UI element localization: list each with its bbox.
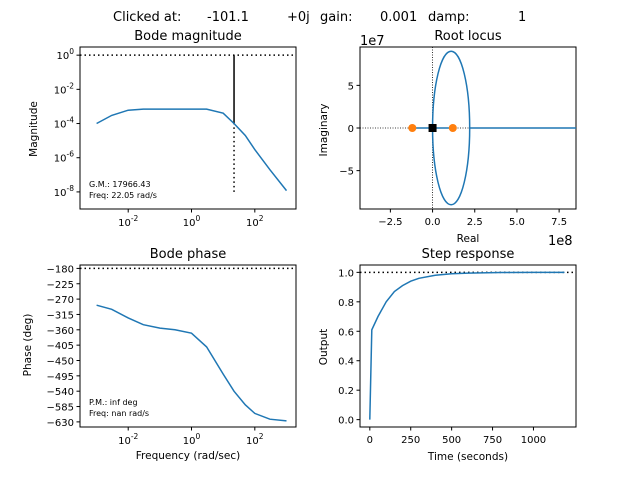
bode-magnitude-ytick-label-1: 10-2 <box>54 81 74 96</box>
root-locus-clicked-marker <box>428 124 437 132</box>
bode-magnitude-series-line <box>96 108 288 192</box>
bode-magnitude-ytick-label-2: 10-4 <box>54 116 74 131</box>
root-locus-xtick-label-1: 0.0 <box>425 217 441 228</box>
bode-phase-xtick-label-0: 10-2 <box>118 432 138 447</box>
bode-phase-ytick-label-4: −360 <box>47 326 74 337</box>
bode-magnitude-xtick-label-0: 10-2 <box>118 214 138 229</box>
bode-phase-xtick-label-1: 100 <box>183 432 201 447</box>
step-response-ytick-label-1: 0.2 <box>338 386 354 397</box>
clicked-real-value: -101.1 <box>207 10 249 25</box>
step-response-xtick-label-4: 1000 <box>521 435 546 446</box>
root-locus-xtick-label-3: 5.0 <box>509 217 525 228</box>
bode-magnitude-xtick-label-2: 102 <box>246 214 264 229</box>
gain-margin-freq-annotation: Freq: 22.05 rad/s <box>89 191 157 200</box>
step-response-series-line <box>369 271 565 420</box>
bode-magnitude-title: Bode magnitude <box>134 29 242 44</box>
bode-phase-ytick-label-3: −315 <box>47 310 74 321</box>
root-locus-title: Root locus <box>434 29 502 44</box>
root-locus-xtick-label-4: 7.5 <box>551 217 567 228</box>
phase-margin-annotation: P.M.: inf deg <box>89 398 138 407</box>
bode-phase-title: Bode phase <box>150 247 226 262</box>
step-response-ylabel: Output <box>318 329 330 365</box>
bode-magnitude-ytick-label-3: 10-6 <box>54 150 74 165</box>
damp-label: damp: <box>428 10 470 25</box>
step-response-ytick-label-4: 0.8 <box>338 298 354 309</box>
step-response-ytick-label-2: 0.4 <box>338 357 354 368</box>
bode-phase-xlabel: Frequency (rad/sec) <box>136 450 240 462</box>
step-response-ytick-label-5: 1.0 <box>338 268 354 279</box>
bode-phase-ytick-label-5: −405 <box>47 341 74 352</box>
bode-phase-panel[interactable]: Bode phase Frequency (rad/sec) Phase (de… <box>22 247 297 462</box>
root-locus-pole-1 <box>448 124 457 132</box>
bode-phase-series-line <box>96 304 287 422</box>
bode-magnitude-axes-frame <box>79 46 297 210</box>
step-response-title: Step response <box>422 247 515 262</box>
bode-phase-ytick-label-2: −270 <box>47 295 74 306</box>
bode-phase-ytick-label-8: −540 <box>47 387 74 398</box>
header-readout: Clicked at: -101.1 +0j gain: 0.001 damp:… <box>113 10 526 25</box>
gain-value: 0.001 <box>380 10 417 25</box>
damp-value: 1 <box>518 10 526 25</box>
bode-phase-ytick-label-10: −630 <box>47 418 74 429</box>
step-response-xlabel: Time (seconds) <box>427 451 508 463</box>
gain-margin-annotation: G.M.: 17966.43 <box>89 180 151 189</box>
bode-magnitude-panel[interactable]: Bode magnitude Magnitude G.M.: 17966.43 … <box>28 29 297 229</box>
bode-phase-ytick-label-9: −585 <box>47 403 74 414</box>
step-response-axes-frame <box>359 264 577 428</box>
bode-phase-axes-frame <box>79 264 297 428</box>
root-locus-ytick-label-1: 0 <box>348 124 354 135</box>
bode-phase-ytick-label-0: −180 <box>47 264 74 275</box>
bode-magnitude-ytick-label-4: 10-8 <box>54 184 74 199</box>
phase-margin-freq-annotation: Freq: nan rad/s <box>89 409 149 418</box>
bode-phase-ytick-label-7: −495 <box>47 372 74 383</box>
step-response-ytick-label-3: 0.6 <box>338 327 354 338</box>
step-response-xtick-label-1: 250 <box>401 435 420 446</box>
root-locus-ytick-label-0: 5 <box>348 81 354 92</box>
bode-phase-ylabel: Phase (deg) <box>22 314 34 377</box>
root-locus-x-scale-label: 1e8 <box>548 234 573 249</box>
bode-magnitude-ylabel: Magnitude <box>28 101 40 157</box>
bode-phase-ytick-label-6: −450 <box>47 356 74 367</box>
step-response-xtick-label-3: 750 <box>483 435 502 446</box>
bode-magnitude-xtick-label-1: 100 <box>183 214 201 229</box>
root-locus-ytick-label-2: −5 <box>339 167 354 178</box>
root-locus-xtick-label-2: 2.5 <box>467 217 483 228</box>
step-response-xtick-label-0: 0 <box>367 435 373 446</box>
clicked-label: Clicked at: <box>113 10 181 25</box>
clicked-imag-value: +0j <box>287 10 310 25</box>
root-locus-pole-0 <box>408 124 417 132</box>
step-response-ytick-label-0: 0.0 <box>338 416 354 427</box>
bode-magnitude-ytick-label-0: 100 <box>56 47 74 62</box>
root-locus-xlabel: Real <box>457 233 480 245</box>
bode-phase-xtick-label-2: 102 <box>246 432 264 447</box>
root-locus-ylabel: Imaginary <box>318 104 330 157</box>
bode-phase-ytick-label-1: −225 <box>47 280 74 291</box>
gain-label: gain: <box>320 10 352 25</box>
step-response-panel[interactable]: Step response Time (seconds) Output 0 250… <box>318 247 577 463</box>
root-locus-xtick-label-0: −2.5 <box>378 217 402 228</box>
root-locus-y-scale-label: 1e7 <box>360 34 385 49</box>
root-locus-panel[interactable]: Root locus Real Imaginary 1e7 1e8 −2.5 0.… <box>318 29 577 249</box>
step-response-xtick-label-2: 500 <box>442 435 461 446</box>
